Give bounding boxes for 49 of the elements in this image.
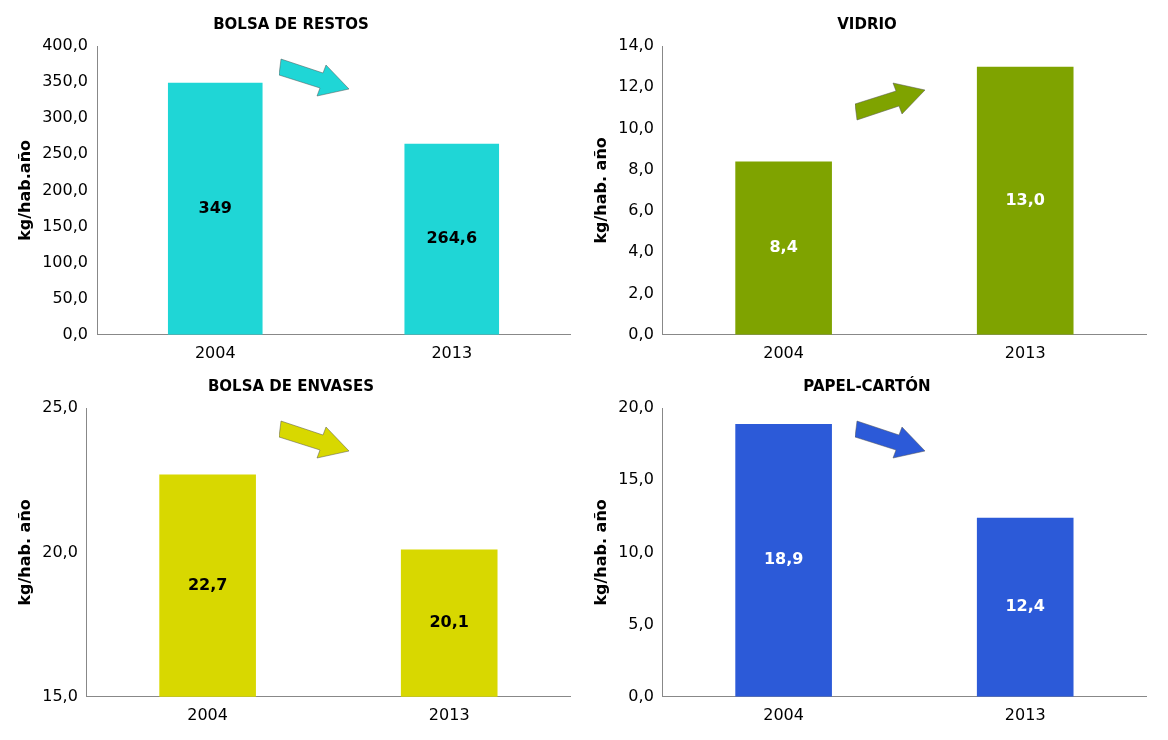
y-tick-label: 10,0 xyxy=(618,541,654,561)
y-axis-title: kg/hab. año xyxy=(14,499,34,606)
chart-title: PAPEL-CARTÓN xyxy=(803,375,931,395)
y-tick-label: 20,0 xyxy=(42,541,78,561)
x-tick-label: 2004 xyxy=(194,342,236,362)
y-axis-title: kg/hab. año xyxy=(590,499,610,606)
chart-title: BOLSA DE RESTOS xyxy=(213,14,369,33)
y-axis-title: kg/hab. año xyxy=(590,137,610,244)
y-tick-label: 14,0 xyxy=(618,35,654,55)
y-tick-label: 200,0 xyxy=(42,179,88,199)
y-tick-label: 2,0 xyxy=(628,282,654,302)
x-tick-label: 2013 xyxy=(1004,342,1046,362)
chart-title: VIDRIO xyxy=(837,14,897,33)
x-tick-label: 2004 xyxy=(187,704,228,724)
data-label: 20,1 xyxy=(429,612,469,632)
y-tick-label: 6,0 xyxy=(628,200,654,220)
y-tick-label: 12,0 xyxy=(618,76,654,96)
data-label: 18,9 xyxy=(763,549,804,569)
y-tick-label: 350,0 xyxy=(42,71,88,91)
y-tick-label: 20,0 xyxy=(618,397,654,417)
y-tick-label: 300,0 xyxy=(42,107,88,127)
y-tick-label: 15,0 xyxy=(42,685,78,705)
y-tick-label: 8,0 xyxy=(628,158,654,178)
y-tick-label: 0,0 xyxy=(62,323,88,343)
data-label: 22,7 xyxy=(187,574,228,594)
x-tick-label: 2013 xyxy=(428,704,470,724)
data-label: 264,6 xyxy=(426,228,478,248)
data-label: 8,4 xyxy=(769,237,798,257)
y-axis-title: kg/hab.año xyxy=(14,139,34,241)
y-tick-label: 100,0 xyxy=(42,251,88,271)
x-tick-label: 2004 xyxy=(763,342,804,362)
y-tick-label: 10,0 xyxy=(618,117,654,137)
data-label: 349 xyxy=(198,197,232,217)
y-tick-label: 0,0 xyxy=(628,323,654,343)
y-tick-label: 250,0 xyxy=(42,143,88,163)
x-tick-label: 2004 xyxy=(763,704,804,724)
chart-title: BOLSA DE ENVASES xyxy=(207,376,375,395)
y-tick-label: 25,0 xyxy=(42,397,78,417)
y-tick-label: 0,0 xyxy=(628,685,654,705)
x-tick-label: 2013 xyxy=(1004,704,1046,724)
y-tick-label: 5,0 xyxy=(628,613,654,633)
data-label: 13,0 xyxy=(1005,189,1045,209)
y-tick-label: 15,0 xyxy=(618,469,654,489)
y-tick-label: 50,0 xyxy=(52,287,88,307)
y-tick-label: 150,0 xyxy=(42,215,88,235)
data-label: 12,4 xyxy=(1005,596,1045,616)
x-tick-label: 2013 xyxy=(431,342,473,362)
y-tick-label: 400,0 xyxy=(42,35,88,55)
y-tick-label: 4,0 xyxy=(628,241,654,261)
